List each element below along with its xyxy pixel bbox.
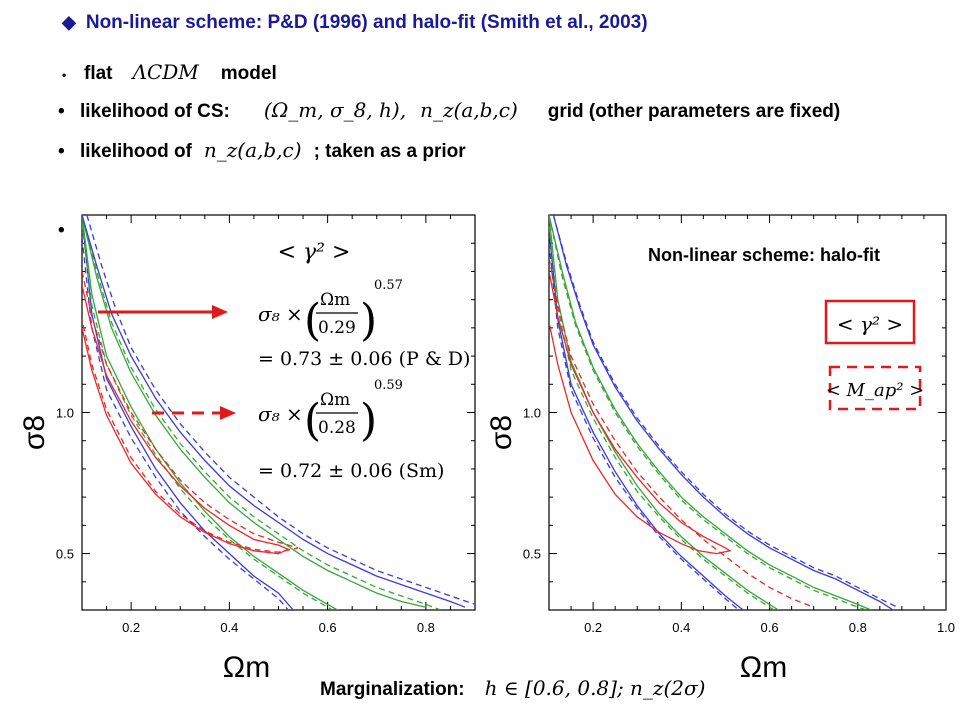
right-contour-red-dashed xyxy=(549,257,814,608)
arrow-solid-icon xyxy=(98,305,228,319)
left-contour-green-dashed xyxy=(82,223,333,610)
right-y-tick-label: 0.5 xyxy=(523,547,541,562)
fit-sm-sigma: σ₈ × xyxy=(258,402,303,426)
marginalization-label: Marginalization: xyxy=(320,679,465,700)
left-x-tick-label: 0.6 xyxy=(319,620,337,635)
right-contour-blue-solid xyxy=(552,215,894,610)
bullet-text: likelihood of CS: xyxy=(80,101,230,122)
right-x-axis-label: Ωm xyxy=(740,651,787,684)
left-x-tick-label: 0.2 xyxy=(122,620,140,635)
slide-title: ◆ Non-linear scheme: P&D (1996) and halo-… xyxy=(62,12,648,34)
bullet-likelihood-cs: • likelihood of CS: (Ω_m, σ_8, h), n_z(a,b,… xyxy=(58,98,840,123)
arrow-dashed-icon xyxy=(152,406,236,420)
marginalization-math: h ∈ [0.6, 0.8]; n_z(2σ) xyxy=(484,676,706,700)
fit-formula-pd: σ₈ × Ωm 0.29 ( ) 0.57 = 0.73 ± 0.06 (P &… xyxy=(258,278,470,370)
right-panel-title: Non-linear scheme: halo-fit xyxy=(648,245,880,265)
fit-sm-exp: 0.59 xyxy=(374,378,403,393)
right-contour-green-dashed xyxy=(549,215,867,610)
left-contour-green-solid xyxy=(82,215,427,608)
fit-pd-denom: 0.29 xyxy=(318,318,356,338)
legend-solid-label: < γ² > xyxy=(837,312,903,336)
paren-left-icon: ( xyxy=(304,395,321,446)
legend-dashed-label: < M_ap² > xyxy=(826,380,925,401)
fit-pd-omega: Ωm xyxy=(320,290,350,310)
nz-math: n_z(a,b,c) xyxy=(420,98,518,122)
right-contour-green-solid xyxy=(549,215,872,610)
left-y-axis-label: σ8 xyxy=(18,415,51,450)
bullet-text: flat xyxy=(84,63,113,84)
right-contours xyxy=(549,215,898,610)
bullet-dot-icon: • xyxy=(62,68,67,82)
left-contour-panel: 0.2 0.4 0.6 0.8 0.5 1.0 Ωm σ8 xyxy=(18,214,476,684)
right-contour-blue-dashed xyxy=(552,215,898,608)
lcdm-math: ΛCDM xyxy=(132,60,199,84)
paren-right-icon: ) xyxy=(360,395,377,446)
right-y-tick-label: 1.0 xyxy=(523,406,541,421)
fit-formula-sm: σ₈ × Ωm 0.28 ( ) 0.59 = 0.72 ± 0.06 (Sm) xyxy=(258,378,444,482)
left-contour-red-solid xyxy=(82,285,290,555)
bullet-text: grid (other parameters are fixed) xyxy=(547,101,841,122)
right-y-axis-label: σ8 xyxy=(485,415,518,450)
left-contour-blue-dashed xyxy=(86,215,475,606)
legend-dashed: < M_ap² > xyxy=(826,365,925,411)
fit-sm-omega: Ωm xyxy=(320,390,350,410)
right-x-tick-label: 0.4 xyxy=(672,620,690,635)
fit-sm-denom: 0.28 xyxy=(318,418,356,438)
fit-pd-sigma: σ₈ × xyxy=(258,302,303,326)
fit-pd-exp: 0.57 xyxy=(374,278,403,293)
legend-solid: < γ² > xyxy=(824,299,916,345)
bullet-dot-icon: • xyxy=(58,141,65,162)
right-contour-green-solid xyxy=(549,215,779,610)
paren-left-icon: ( xyxy=(304,295,321,346)
nz-math: n_z(a,b,c) xyxy=(203,138,302,162)
paren-right-icon: ) xyxy=(360,295,377,346)
left-x-tick-label: 0.4 xyxy=(220,620,238,635)
right-contour-panel: 0.2 0.4 0.6 0.8 1.0 0.5 1.0 Ωm σ8 xyxy=(485,214,955,684)
left-statistic-label: < γ² > xyxy=(278,240,351,265)
params-math: (Ω_m, σ_8, h), xyxy=(263,98,407,122)
slide-title-text: Non-linear scheme: P&D (1996) and halo-f… xyxy=(85,12,648,33)
left-contour-green-dashed xyxy=(82,215,441,610)
diamond-bullet-icon: ◆ xyxy=(62,12,76,32)
marginalization-line: Marginalization: h ∈ [0.6, 0.8]; n_z(2σ) xyxy=(320,676,705,701)
left-contour-green-solid xyxy=(82,215,338,610)
right-x-tick-label: 0.6 xyxy=(761,620,779,635)
left-contour-blue-dashed xyxy=(82,237,289,610)
right-contour-green-dashed xyxy=(549,226,775,610)
right-x-tick-label: 0.2 xyxy=(584,620,602,635)
right-x-tick-label: 0.8 xyxy=(849,620,867,635)
bullet-dot-icon: • xyxy=(58,101,65,122)
left-contour-red-dashed xyxy=(82,271,299,553)
left-contour-blue-solid xyxy=(82,215,294,610)
left-y-tick-label: 1.0 xyxy=(56,406,74,421)
right-x-tick-label: 1.0 xyxy=(937,620,955,635)
left-contour-blue-solid xyxy=(82,215,466,608)
bullet-likelihood-nz: • likelihood of n_z(a,b,c) ; taken as a pri… xyxy=(58,138,466,163)
bullet-text: ; taken as a prior xyxy=(313,141,466,162)
bullet-text: likelihood of xyxy=(80,141,192,162)
left-x-axis-label: Ωm xyxy=(223,651,270,684)
fit-sm-result: = 0.72 ± 0.06 (Sm) xyxy=(258,460,444,482)
right-contour-red-solid xyxy=(549,271,732,555)
right-contour-blue-solid xyxy=(549,229,744,610)
left-y-tick-label: 0.5 xyxy=(56,547,74,562)
left-contours xyxy=(82,215,475,610)
left-x-tick-label: 0.8 xyxy=(417,620,435,635)
right-contour-blue-dashed xyxy=(549,243,740,610)
fit-pd-result: = 0.73 ± 0.06 (P & D) xyxy=(258,348,470,370)
bullet-dot-icon: • xyxy=(58,220,65,241)
bullet-text: model xyxy=(220,63,277,84)
bullet-flat-model: • flat ΛCDM model xyxy=(62,60,277,85)
